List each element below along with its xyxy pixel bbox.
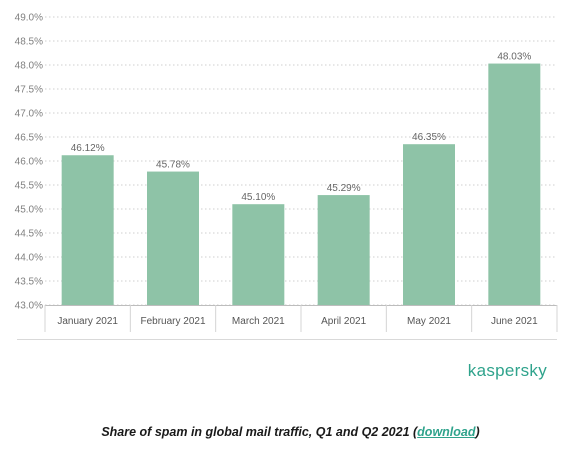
caption-text: Share of spam in global mail traffic, Q1… — [101, 425, 418, 439]
bar — [317, 195, 370, 305]
x-tick-label: April 2021 — [321, 316, 366, 327]
y-axis: 43.0% 43.5% 44.0% 44.5% 45.0% 45.5% 46.0% 46.5%… — [15, 13, 43, 312]
spam-share-bar-chart: 43.0% 43.5% 44.0% 44.5% 45.0% 45.5% 46.0% 46.5%… — [15, 13, 558, 380]
bar — [488, 63, 541, 306]
y-tick-label: 49.0% — [15, 13, 43, 24]
gridlines — [45, 16, 557, 306]
x-tick-label: May 2021 — [407, 316, 451, 327]
y-tick-label: 45.0% — [15, 205, 43, 216]
y-tick-label: 48.5% — [15, 37, 43, 48]
y-tick-label: 47.5% — [15, 85, 43, 96]
bar — [147, 171, 199, 305]
data-label: 46.12% — [71, 143, 105, 154]
x-tick-label: January 2021 — [57, 316, 118, 327]
y-tick-label: 43.0% — [15, 301, 43, 312]
x-axis: January 2021 February 2021 March 2021 April… — [17, 305, 558, 340]
y-tick-label: 44.5% — [15, 229, 43, 240]
y-tick-label: 48.0% — [15, 61, 43, 72]
download-link[interactable]: download — [417, 425, 476, 439]
kaspersky-logo: kaspersky — [468, 361, 547, 380]
data-label: 45.78% — [156, 160, 190, 171]
data-label: 48.03% — [497, 52, 531, 63]
bars: 46.12% 45.78% 45.10% 45.29% 46.35% 48.03% — [61, 52, 541, 306]
x-tick-label: February 2021 — [140, 316, 205, 327]
caption-close: ) — [475, 425, 480, 439]
y-tick-label: 44.0% — [15, 253, 43, 264]
bar — [61, 155, 114, 305]
y-tick-label: 43.5% — [15, 277, 43, 288]
bar — [403, 144, 455, 305]
x-tick-label: June 2021 — [491, 316, 538, 327]
data-label: 45.10% — [241, 192, 275, 203]
figure-caption: Share of spam in global mail traffic, Q1… — [0, 425, 581, 439]
data-label: 45.29% — [327, 183, 361, 194]
y-tick-label: 46.0% — [15, 157, 43, 168]
bar — [232, 204, 285, 305]
x-tick-label: March 2021 — [232, 316, 285, 327]
y-tick-label: 47.0% — [15, 109, 43, 120]
y-tick-label: 45.5% — [15, 181, 43, 192]
data-label: 46.35% — [412, 132, 446, 143]
y-tick-label: 46.5% — [15, 133, 43, 144]
